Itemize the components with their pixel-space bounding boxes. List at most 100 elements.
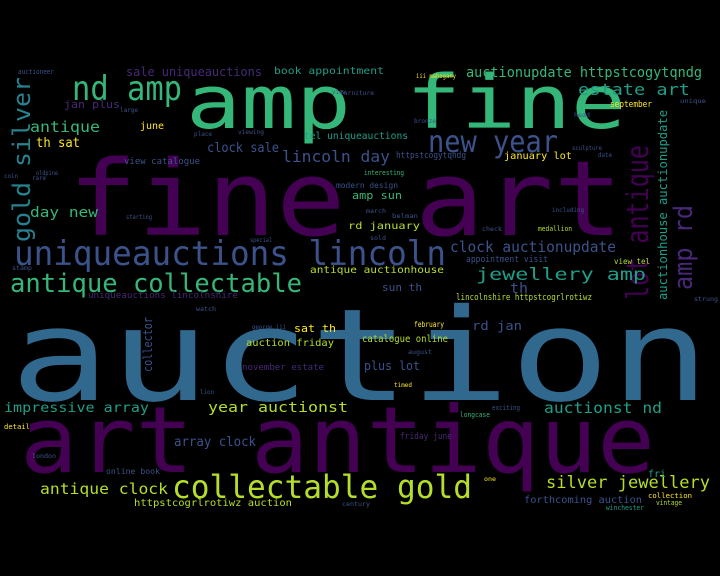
word: antique xyxy=(30,118,100,136)
word: auctionupdate httpstcogytqndg xyxy=(466,65,702,81)
word: place xyxy=(194,131,212,138)
word: modern design xyxy=(336,181,398,190)
word: forthcoming auction xyxy=(524,495,642,506)
word: including xyxy=(552,207,584,214)
word: strung xyxy=(694,296,718,303)
word: winchester xyxy=(606,504,644,512)
word: interesting xyxy=(364,169,404,177)
word: th xyxy=(510,281,528,297)
word: auctionhouse auctionupdate xyxy=(656,110,670,300)
word: check xyxy=(482,226,502,233)
word: head xyxy=(574,112,590,119)
word: catalogue online xyxy=(362,334,448,345)
word: art antique xyxy=(20,387,655,494)
word: auction friday xyxy=(246,338,334,349)
word: friday june xyxy=(400,432,452,442)
word: fri xyxy=(648,469,666,480)
word: oldpine xyxy=(36,170,58,177)
word: starting xyxy=(126,214,152,221)
word: longcase xyxy=(460,411,490,419)
word: uniqueauctions lincoln xyxy=(14,234,446,274)
word: antique auctionhouse xyxy=(310,265,444,276)
word: lot antique xyxy=(621,145,656,300)
word: auctioneer xyxy=(18,68,54,76)
word: th sat xyxy=(36,136,80,151)
word: large xyxy=(120,107,138,114)
word: httpstcogrlrotiwz auction xyxy=(134,498,292,509)
word: furniture xyxy=(340,90,374,97)
word: stamp xyxy=(12,265,32,272)
word: collection xyxy=(648,492,692,500)
word: online book xyxy=(106,467,160,476)
word: iii mahogany xyxy=(416,73,456,80)
word: clock sale xyxy=(207,141,279,156)
word: appointment visit xyxy=(466,255,548,265)
word: fine art xyxy=(68,138,623,260)
word: rare xyxy=(32,175,46,182)
word: silver jewellery xyxy=(546,473,710,493)
word: belman xyxy=(392,213,418,220)
word: year auctionst xyxy=(208,400,348,416)
word: gold silver xyxy=(8,77,36,242)
word: auction xyxy=(10,282,710,431)
word: august xyxy=(408,349,432,356)
word: exciting xyxy=(492,404,520,412)
word: unique xyxy=(680,98,706,105)
word: amp rd xyxy=(669,205,699,290)
word: clock auctionupdate xyxy=(450,238,616,256)
word: day new xyxy=(30,205,99,221)
word: view catalogue xyxy=(124,157,200,167)
word: george iii xyxy=(252,324,286,331)
word: tel uniqueauctions xyxy=(304,131,408,142)
word: view tel xyxy=(614,257,650,266)
word: sat th xyxy=(294,322,336,335)
word: amp fine xyxy=(186,60,626,146)
word: new year xyxy=(428,125,558,160)
word: one xyxy=(484,476,496,483)
word: march xyxy=(366,208,386,215)
word: view xyxy=(332,89,346,96)
word: detail xyxy=(4,423,30,431)
word: jan plus xyxy=(64,98,120,111)
word: june xyxy=(140,121,164,132)
word: rd january xyxy=(348,221,420,232)
word: vintage xyxy=(656,499,682,507)
word: httpstcogytqndg xyxy=(396,151,466,161)
word: lincolnshire httpstcogrlrotiwz xyxy=(456,293,592,303)
word: array clock xyxy=(174,435,256,450)
word: date xyxy=(598,152,612,159)
word: lion xyxy=(200,389,214,396)
word: sold xyxy=(370,235,386,242)
word: sale uniqueauctions xyxy=(126,65,262,79)
word: antique collectable xyxy=(10,269,302,299)
word: amp sun xyxy=(352,189,402,202)
word: auctionst nd xyxy=(544,399,662,417)
word: rd jan xyxy=(472,319,522,333)
word: september xyxy=(610,100,652,110)
word: century xyxy=(342,501,370,508)
word: january lot xyxy=(504,151,572,162)
word: sculpture xyxy=(572,145,602,152)
word: impressive array xyxy=(4,401,149,416)
word: london xyxy=(32,453,56,460)
word: coin xyxy=(4,173,18,180)
word: viewing xyxy=(238,129,264,136)
word: collectable gold xyxy=(172,468,472,506)
word: lincoln day xyxy=(282,147,390,166)
word: antique clock xyxy=(40,480,168,498)
word: bronze xyxy=(414,118,436,125)
word: timed xyxy=(394,382,412,389)
word: collector xyxy=(141,317,155,372)
word: medallion xyxy=(538,225,572,233)
word: jewellery amp xyxy=(476,265,646,285)
word: book appointment xyxy=(274,66,384,77)
word: nd amp xyxy=(72,69,182,109)
word: special xyxy=(250,237,272,244)
word: watch xyxy=(196,306,216,313)
word: uniqueauctions lincolnshire xyxy=(88,291,238,301)
word: estate art xyxy=(578,80,690,99)
word: plus lot xyxy=(364,359,420,373)
word: november estate xyxy=(242,363,324,373)
